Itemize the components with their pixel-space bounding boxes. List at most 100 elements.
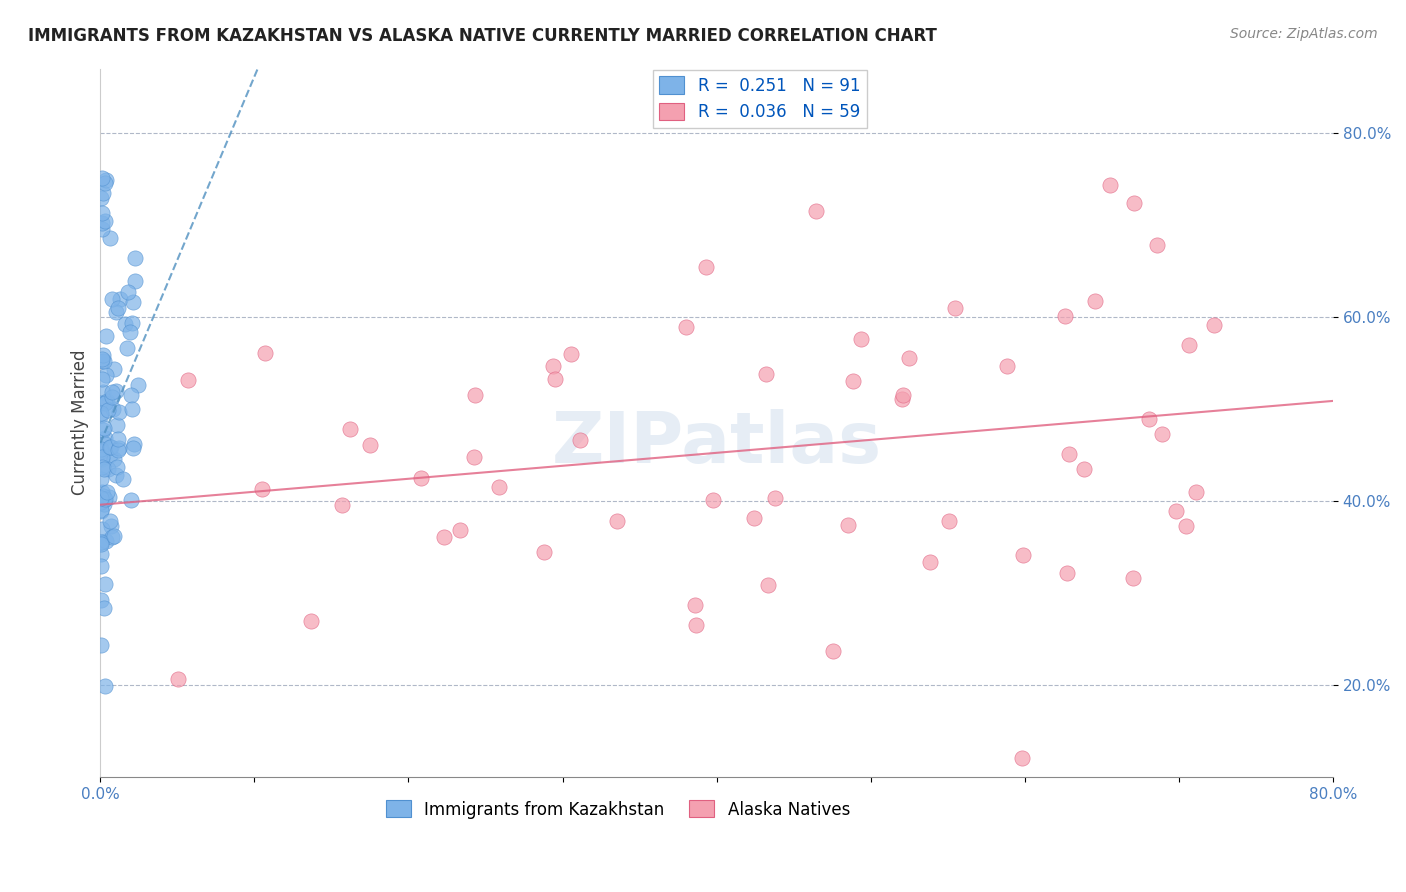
- Point: [122, 441, 145, 455]
- Point: [177, 374, 200, 388]
- Point: [1057, 446, 1080, 460]
- Point: [94, 533, 117, 548]
- Point: [837, 518, 859, 533]
- Point: [763, 491, 786, 505]
- Point: [91, 490, 114, 504]
- Point: [254, 346, 277, 360]
- Point: [359, 438, 381, 452]
- Point: [90, 206, 112, 220]
- Point: [91, 221, 114, 235]
- Point: [250, 482, 273, 496]
- Point: [1056, 566, 1078, 581]
- Point: [93, 576, 115, 591]
- Point: [117, 341, 139, 355]
- Point: [90, 442, 112, 456]
- Point: [100, 519, 122, 533]
- Point: [804, 203, 827, 218]
- Point: [849, 332, 872, 346]
- Point: [1146, 237, 1168, 252]
- Point: [101, 293, 124, 307]
- Point: [94, 214, 117, 228]
- Point: [90, 491, 112, 506]
- Point: [1185, 485, 1208, 500]
- Point: [124, 251, 146, 265]
- Point: [91, 385, 114, 400]
- Point: [107, 301, 129, 316]
- Point: [411, 471, 433, 485]
- Point: [91, 522, 114, 536]
- Point: [90, 491, 112, 505]
- Point: [1012, 548, 1035, 562]
- Point: [755, 367, 778, 381]
- Point: [91, 372, 114, 386]
- Text: Source: ZipAtlas.com: Source: ZipAtlas.com: [1230, 27, 1378, 41]
- Point: [91, 450, 114, 464]
- Point: [90, 472, 112, 486]
- Point: [1164, 504, 1187, 518]
- Point: [1084, 293, 1107, 308]
- Point: [91, 485, 114, 500]
- Point: [675, 320, 697, 334]
- Point: [90, 406, 112, 420]
- Point: [1175, 519, 1198, 533]
- Point: [90, 534, 112, 549]
- Point: [96, 329, 118, 343]
- Point: [121, 316, 143, 330]
- Point: [90, 460, 112, 475]
- Point: [1178, 338, 1201, 352]
- Point: [98, 231, 121, 245]
- Point: [121, 294, 143, 309]
- Point: [93, 354, 115, 368]
- Point: [90, 409, 112, 423]
- Point: [90, 503, 112, 517]
- Point: [94, 492, 117, 507]
- Point: [1099, 178, 1122, 192]
- Point: [90, 216, 112, 230]
- Point: [742, 511, 765, 525]
- Point: [560, 346, 582, 360]
- Point: [891, 387, 914, 401]
- Point: [945, 301, 967, 316]
- Point: [1123, 196, 1146, 211]
- Point: [90, 503, 112, 517]
- Point: [1122, 571, 1144, 585]
- Point: [93, 421, 115, 435]
- Point: [96, 485, 118, 500]
- Point: [544, 372, 567, 386]
- Point: [1204, 318, 1226, 332]
- Text: IMMIGRANTS FROM KAZAKHSTAN VS ALASKA NATIVE CURRENTLY MARRIED CORRELATION CHART: IMMIGRANTS FROM KAZAKHSTAN VS ALASKA NAT…: [28, 27, 936, 45]
- Point: [97, 490, 120, 504]
- Point: [90, 593, 112, 607]
- Point: [103, 452, 125, 467]
- Point: [91, 352, 114, 367]
- Point: [100, 390, 122, 404]
- Point: [91, 423, 114, 437]
- Point: [97, 402, 120, 417]
- Point: [107, 432, 129, 446]
- Point: [433, 530, 456, 544]
- Point: [94, 368, 117, 382]
- Point: [90, 191, 112, 205]
- Point: [449, 523, 471, 537]
- Point: [167, 672, 190, 686]
- Text: ZIPatlas: ZIPatlas: [551, 409, 882, 478]
- Point: [93, 431, 115, 445]
- Point: [1137, 412, 1160, 426]
- Point: [93, 679, 115, 693]
- Point: [488, 480, 510, 494]
- Point: [90, 395, 112, 409]
- Point: [103, 361, 125, 376]
- Point: [105, 460, 128, 475]
- Point: [90, 494, 112, 508]
- Point: [100, 440, 122, 454]
- Point: [1150, 427, 1173, 442]
- Point: [821, 644, 844, 658]
- Point: [108, 405, 131, 419]
- Point: [93, 461, 115, 475]
- Point: [541, 359, 564, 373]
- Point: [93, 492, 115, 507]
- Point: [111, 472, 134, 486]
- Point: [299, 614, 322, 628]
- Point: [105, 305, 128, 319]
- Point: [93, 497, 115, 511]
